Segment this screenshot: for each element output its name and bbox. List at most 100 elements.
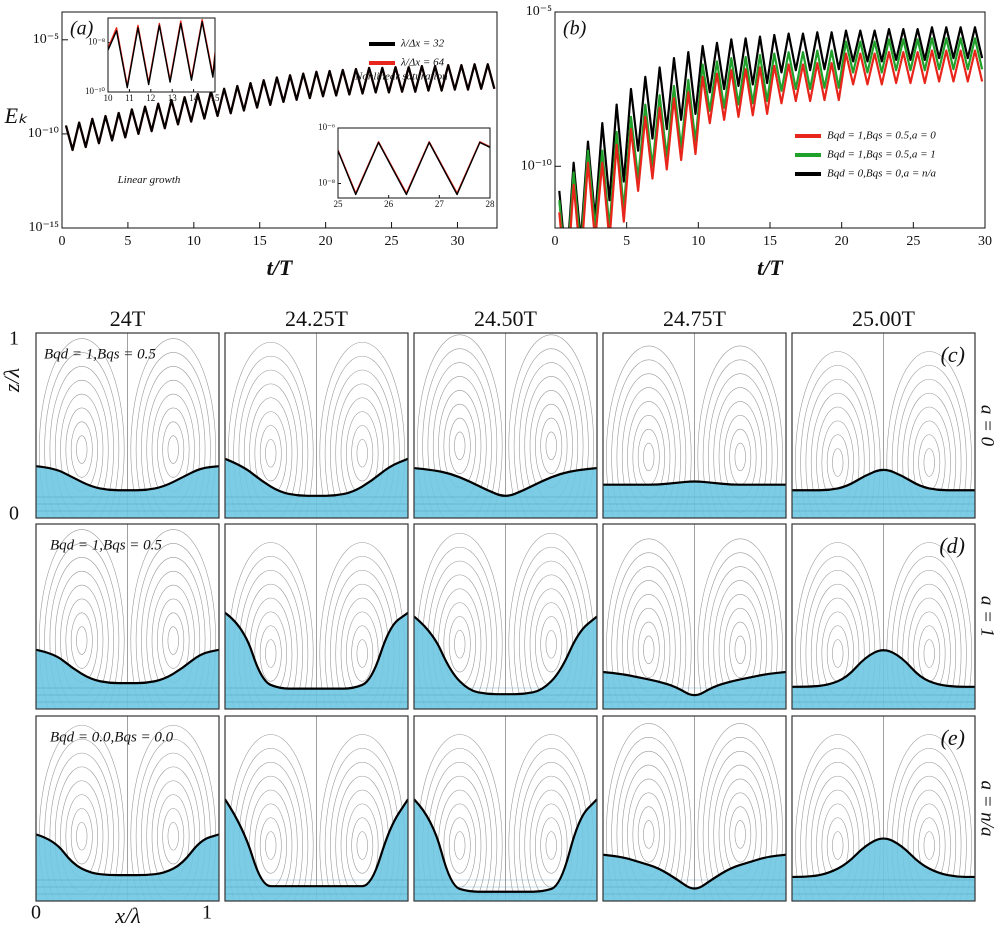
series-line [558,49,984,228]
snapshot-content [792,716,975,901]
streamline [816,597,860,709]
streamline [44,543,120,709]
series-layer [338,141,490,196]
streamline [259,625,282,682]
streamline [800,365,876,518]
streamline [167,435,179,464]
x-tick-label: 15 [253,234,267,249]
streamline [70,421,93,478]
streamline [44,352,120,518]
streamline [616,566,681,709]
panel-frame [413,332,598,519]
fluid-region [36,466,219,518]
streamline [356,639,368,668]
x-tick-label: 5 [623,234,630,249]
streamline [39,529,125,709]
fluid-region [414,799,597,901]
interface [792,468,975,492]
streamline [907,597,951,709]
streamline [708,750,773,901]
x-tick-label: 25 [385,234,399,249]
snapshot-content [225,716,408,901]
panel-frame [35,715,220,902]
streamline [44,738,120,901]
streamline [162,612,185,669]
snapshot-content [603,524,786,709]
streamline [228,341,314,518]
x-tick-label: 20 [319,234,333,249]
fluid-region [792,838,975,901]
streamline [616,373,681,518]
series-line [558,26,984,228]
column-header: 25.00T [852,306,916,331]
panel-label: (a) [70,18,94,40]
streamline [259,425,282,482]
streamline [448,616,471,673]
streamline [233,355,309,518]
streamline [356,831,368,860]
x-tick-label: 13 [168,93,178,103]
series-line [338,141,490,196]
x-tick-label: 15 [211,93,221,103]
snapshot-content [36,333,219,518]
snapshot-panel: (d) [791,523,976,710]
interface [225,611,408,690]
streamline [611,359,687,518]
snapshot-content [414,524,597,709]
panel-label: (d) [939,533,965,558]
panel-frame [35,523,220,710]
x-tick-label: 0 [59,234,66,249]
legend-label: λ/Δx = 64 [400,57,445,69]
streamline [702,552,778,709]
streamline [611,552,687,709]
panel-frame [35,332,220,519]
streamline [130,529,216,709]
streamline [702,359,778,518]
streamline [637,621,660,678]
panel-label: (e) [941,725,965,750]
streamline [324,355,400,518]
interface [603,670,786,697]
streamline [643,442,655,472]
x-tick-label: 10 [187,234,201,249]
plot-background [338,128,490,198]
streamline [146,379,201,518]
streamline [832,639,844,668]
streamline [146,766,201,901]
y-axis-label: z/λ [0,368,24,393]
streamline [729,806,752,863]
x-tick-label: 14 [189,93,199,103]
snapshot-panel [413,715,598,902]
interface [414,466,597,497]
streamline [606,723,692,901]
streamline [886,351,972,518]
interface [36,465,219,492]
streamline [923,448,935,477]
inset-chart: 10 11 12 13 14 15 10⁻¹⁰ 10⁻⁸ [85,17,221,103]
streamline [54,379,109,518]
x-tick-label: 5 [124,234,131,249]
streamline [891,365,967,518]
streamline [713,580,768,709]
streamline [907,789,951,901]
x-tick-label: 1 [202,902,212,924]
y-tick-label: 10⁻⁸ [88,37,105,47]
streamline [146,570,201,709]
streamline [734,442,746,472]
interface [36,833,219,877]
streamline [713,387,768,518]
parameter-annotation: Bqd = 1,Bqs = 0.5 [44,346,156,362]
panel-frame [791,715,976,902]
streamline [540,817,563,874]
x-tick-label: 0 [552,234,559,249]
streamline [697,345,783,518]
streamline [545,431,557,461]
y-tick-label: 10⁻⁵ [526,4,552,19]
x-tick-label: 26 [384,199,394,209]
streamline [319,341,405,518]
snapshot-panel [602,523,787,710]
streamline [810,775,865,901]
fluid-region [414,468,597,518]
parameter-annotation: Bqd = 0.0,Bqs = 0.0 [50,729,174,745]
snapshot-panel [413,332,598,519]
